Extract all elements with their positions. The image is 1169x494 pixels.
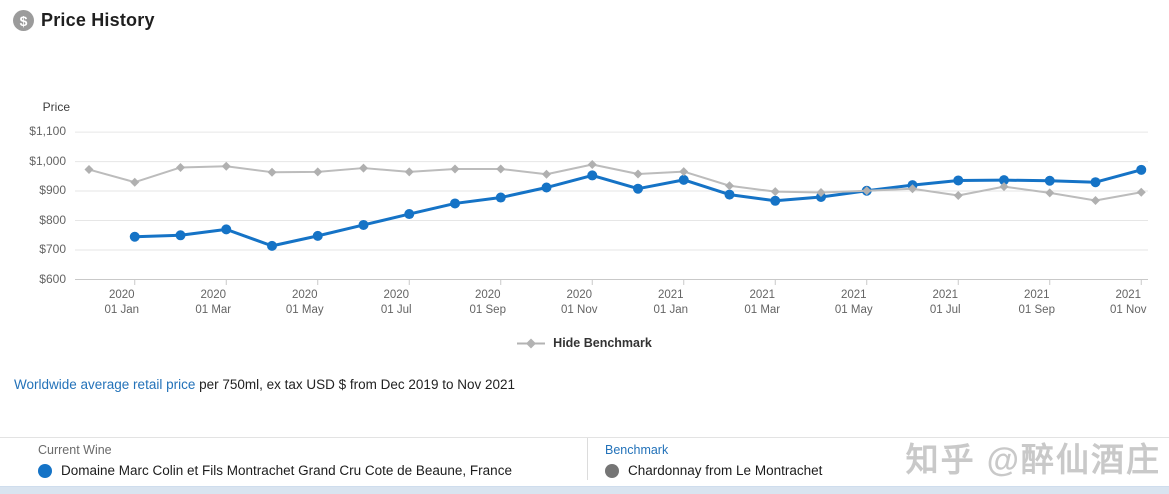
x-axis-label: 2020 01 Mar: [195, 289, 232, 316]
benchmark-marker: [770, 187, 780, 197]
benchmark-marker: [679, 167, 689, 177]
y-axis-label: $900: [39, 183, 66, 198]
current-wine-marker: [1044, 175, 1055, 186]
current-wine-line: [133, 168, 1143, 248]
benchmark-marker: [1045, 188, 1055, 198]
benchmark-marker: [130, 177, 140, 187]
current-wine-marker: [724, 189, 735, 200]
watermark: 知乎 @醉仙酒庄: [905, 441, 1161, 478]
x-axis-label: 2020 01 May: [285, 289, 324, 316]
benchmark-label: Benchmark: [605, 443, 669, 457]
current-wine-marker: [358, 219, 369, 230]
benchmark-marker: [816, 188, 826, 198]
current-wine-marker: [404, 209, 415, 220]
benchmark-marker: [84, 165, 94, 175]
y-axis-label: $800: [39, 212, 66, 227]
y-axis-label: $700: [39, 242, 66, 257]
current-wine-marker: [953, 175, 964, 186]
benchmark-section: Benchmark Chardonnay from Le Montrachet: [605, 443, 822, 478]
benchmark-marker: [450, 164, 460, 174]
y-axis-label: $1,100: [29, 124, 66, 139]
benchmark-line: [88, 163, 1143, 202]
current-wine-marker: [770, 195, 781, 206]
current-wine-marker: [1136, 164, 1147, 175]
benchmark-marker: [908, 184, 917, 194]
x-axis-label: 2021 01 Sep: [1018, 289, 1055, 316]
benchmark-marker: [359, 163, 368, 173]
current-wine-row: Domaine Marc Colin et Fils Montrachet Gr…: [38, 463, 512, 478]
x-axis-label: 2021 01 May: [834, 289, 873, 316]
current-wine-marker: [267, 240, 277, 251]
legend-label: Hide Benchmark: [553, 336, 652, 350]
price-history-chart: [75, 131, 1148, 285]
worldwide-average-retail-price-link[interactable]: Worldwide average retail price: [14, 377, 196, 392]
bottom-strip: [0, 486, 1169, 494]
current-wine-marker: [1090, 177, 1101, 188]
current-wine-marker: [678, 174, 689, 185]
benchmark-dot-icon: [605, 463, 619, 478]
benchmark-legend-icon: [517, 338, 546, 348]
current-wine-marker: [999, 175, 1009, 186]
benchmark-row: Chardonnay from Le Montrachet: [605, 463, 822, 478]
benchmark-marker: [267, 167, 277, 177]
page-title: Price History: [41, 10, 155, 30]
current-wine-name: Domaine Marc Colin et Fils Montrachet Gr…: [61, 463, 512, 478]
benchmark-marker: [862, 186, 872, 196]
x-axis-label: 2020 01 Nov: [561, 289, 598, 316]
benchmark-marker: [587, 160, 597, 170]
current-wine-marker: [221, 224, 232, 235]
x-axis-label: 2021 01 Mar: [744, 289, 781, 316]
current-wine-dot-icon: [38, 463, 52, 478]
current-wine-label: Current Wine: [38, 443, 112, 457]
current-wine-marker: [541, 182, 552, 193]
x-axis-label: 2021 01 Nov: [1110, 289, 1147, 316]
current-wine-marker: [633, 183, 643, 194]
x-axis-label: 2021 01 Jul: [929, 289, 961, 316]
current-wine-marker: [312, 230, 323, 241]
benchmark-marker: [1136, 187, 1146, 197]
section-header: $ Price History: [13, 10, 155, 31]
footer-divider: [587, 438, 588, 480]
current-wine-marker: [175, 230, 186, 241]
current-wine-marker: [450, 198, 460, 209]
price-description-text: per 750ml, ex tax USD $ from Dec 2019 to…: [195, 377, 515, 392]
benchmark-marker: [953, 190, 963, 200]
benchmark-marker: [496, 164, 506, 174]
x-axis-label: 2021 01 Jan: [653, 289, 689, 316]
current-wine-marker: [587, 170, 598, 181]
dollar-icon: $: [13, 10, 34, 31]
x-axis-label: 2020 01 Jan: [104, 289, 140, 316]
benchmark-marker: [999, 182, 1009, 192]
y-axis-title: Price: [42, 100, 70, 114]
legend-hide-benchmark[interactable]: Hide Benchmark: [0, 336, 1169, 350]
benchmark-marker: [725, 181, 734, 191]
x-axis-label: 2020 01 Jul: [380, 289, 412, 316]
benchmark-marker: [176, 162, 185, 172]
benchmark-marker: [404, 167, 414, 177]
current-wine-marker: [495, 192, 506, 203]
benchmark-marker: [542, 169, 551, 179]
benchmark-name: Chardonnay from Le Montrachet: [628, 463, 823, 478]
wine-info-footer: Current Wine Domaine Marc Colin et Fils …: [0, 437, 1169, 487]
benchmark-marker: [221, 161, 231, 171]
benchmark-marker: [1091, 195, 1100, 205]
benchmark-marker: [313, 167, 323, 177]
y-axis-label: $1,000: [29, 153, 66, 168]
price-description: Worldwide average retail price per 750ml…: [14, 377, 515, 392]
y-axis-label: $600: [39, 271, 66, 286]
current-wine-marker: [129, 231, 140, 242]
x-axis-label: 2020 01 Sep: [469, 289, 506, 316]
benchmark-marker: [633, 169, 643, 179]
current-wine-section: Current Wine Domaine Marc Colin et Fils …: [38, 443, 512, 478]
